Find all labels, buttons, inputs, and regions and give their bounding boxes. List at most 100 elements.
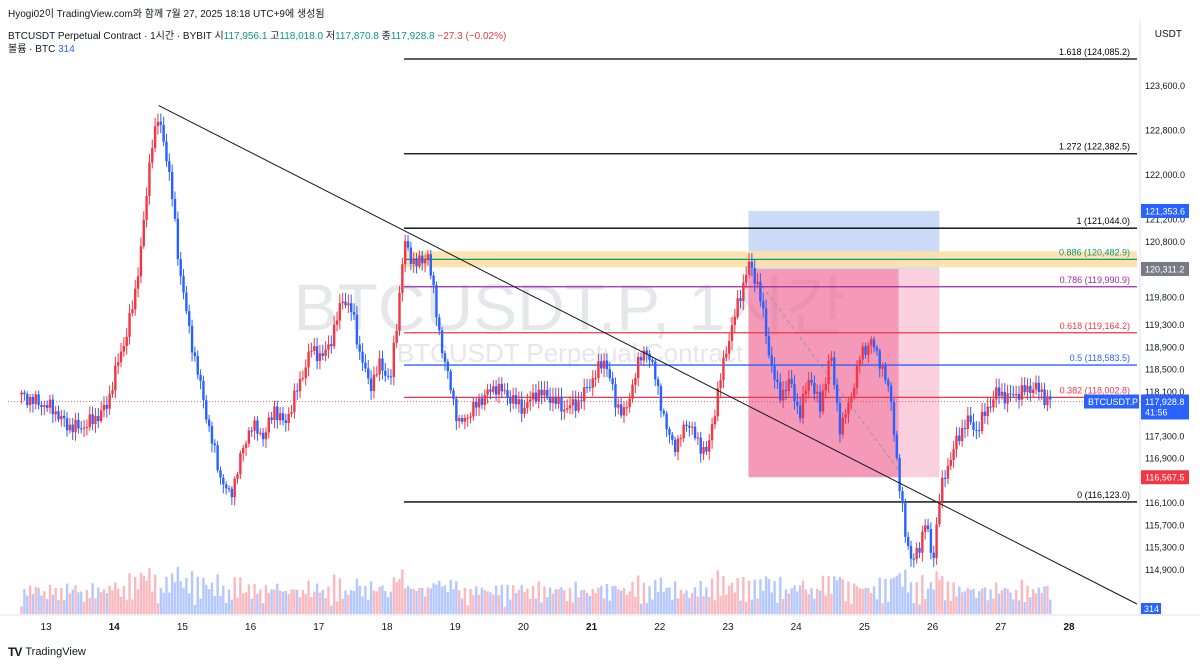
candle-body (443, 353, 447, 362)
volume-bar (938, 579, 941, 614)
candle-body (912, 558, 916, 560)
volume-bar (685, 590, 688, 614)
candle-body (281, 413, 285, 421)
candle-body (438, 317, 441, 331)
candle-body (932, 552, 935, 559)
volume-bar (273, 589, 276, 614)
close-label: 종 (381, 31, 391, 42)
volume-bar (216, 574, 219, 614)
volume-bar (227, 589, 231, 614)
candle-body (850, 397, 853, 403)
volume-bar (134, 577, 137, 614)
volume-bar (995, 582, 998, 614)
x-tick-label: 23 (722, 622, 734, 633)
volume-bar (892, 577, 896, 614)
candle-body (111, 390, 114, 395)
candle-body (1000, 391, 1004, 396)
volume-bar (429, 588, 432, 614)
volume-bar (1012, 599, 1015, 614)
symbol-name[interactable]: BTCUSDT Perpetual Contract · 1시간 · BYBIT (8, 31, 212, 42)
volume-bar (614, 585, 617, 614)
volume-bar (156, 603, 160, 614)
candle-body (463, 417, 467, 422)
volume-bar (1037, 587, 1041, 614)
candle-body (290, 412, 293, 415)
close-value: 117,928.8 (390, 31, 435, 42)
volume-bar (94, 598, 97, 614)
volume-bar (352, 591, 356, 614)
candle-body (151, 148, 154, 163)
volume-bar (781, 599, 785, 614)
volume-bar (26, 595, 29, 614)
volume-bar (244, 592, 248, 614)
candle-body (332, 324, 336, 347)
volume-bar (287, 594, 290, 614)
volume-value: 314 (58, 44, 75, 55)
volume-label[interactable]: 볼륨 · BTC (8, 44, 56, 55)
volume-bar (111, 590, 114, 614)
candle-body (762, 301, 765, 309)
candle-body (159, 121, 163, 125)
volume-bar (997, 593, 1001, 614)
candle-body (80, 428, 83, 430)
candle-body (619, 404, 623, 416)
volume-bar (250, 598, 253, 614)
last-price-tag-label: 117,928.8 (1145, 397, 1184, 407)
volume-bar (1040, 592, 1043, 614)
candle-body (966, 415, 970, 430)
candle-body (838, 403, 842, 435)
candle-body (341, 301, 344, 304)
volume-bar (264, 585, 268, 614)
candle-body (514, 395, 518, 405)
y-tick-label: 115,300.0 (1145, 543, 1184, 553)
x-tick-label: 17 (313, 622, 325, 633)
candle-body (45, 405, 49, 408)
volume-bar (682, 593, 685, 614)
volume-bar (1014, 590, 1018, 614)
volume-bar (318, 592, 322, 614)
volume-bar (918, 604, 921, 614)
volume-bar (222, 585, 225, 614)
volume-bar (446, 592, 450, 614)
candle-body (344, 301, 347, 306)
volume-bar (725, 594, 728, 614)
candle-body (298, 378, 302, 392)
volume-bar (719, 595, 722, 614)
volume-bar (384, 591, 387, 614)
candle-body (784, 389, 788, 392)
candle-body (651, 360, 654, 362)
volume-bar (1049, 599, 1052, 614)
volume-bar (426, 587, 430, 614)
volume-bar (364, 585, 367, 614)
candle-body (182, 276, 185, 293)
volume-bar (500, 584, 504, 614)
volume-bar (850, 603, 853, 614)
candle-body (585, 387, 589, 389)
candle-body (426, 254, 430, 260)
volume-bar (480, 587, 484, 614)
currency-label[interactable]: USDT (1154, 29, 1182, 40)
candle-body (60, 415, 63, 420)
candle-body (99, 410, 103, 422)
candle-body (563, 409, 566, 412)
volume-bar (955, 596, 958, 614)
volume-bar (688, 597, 691, 614)
candle-body (676, 438, 680, 452)
volume-bar (347, 594, 350, 614)
candle-body (997, 387, 1001, 396)
symbol-tag-box (1084, 394, 1139, 409)
candle-body (435, 285, 438, 318)
volume-bar (278, 590, 282, 614)
candle-body (486, 389, 489, 395)
candle-body (168, 161, 171, 173)
fib-label-6: 0.5 (118,583.5) (1070, 353, 1130, 363)
candle-body (969, 415, 972, 423)
change-value: −27.3 (−0.02%) (437, 31, 507, 42)
volume-bar (54, 587, 57, 614)
candle-body (378, 358, 381, 375)
volume-bar (696, 596, 700, 614)
volume-bar (963, 591, 967, 614)
volume-bar (242, 593, 245, 614)
candle-body (196, 356, 199, 375)
